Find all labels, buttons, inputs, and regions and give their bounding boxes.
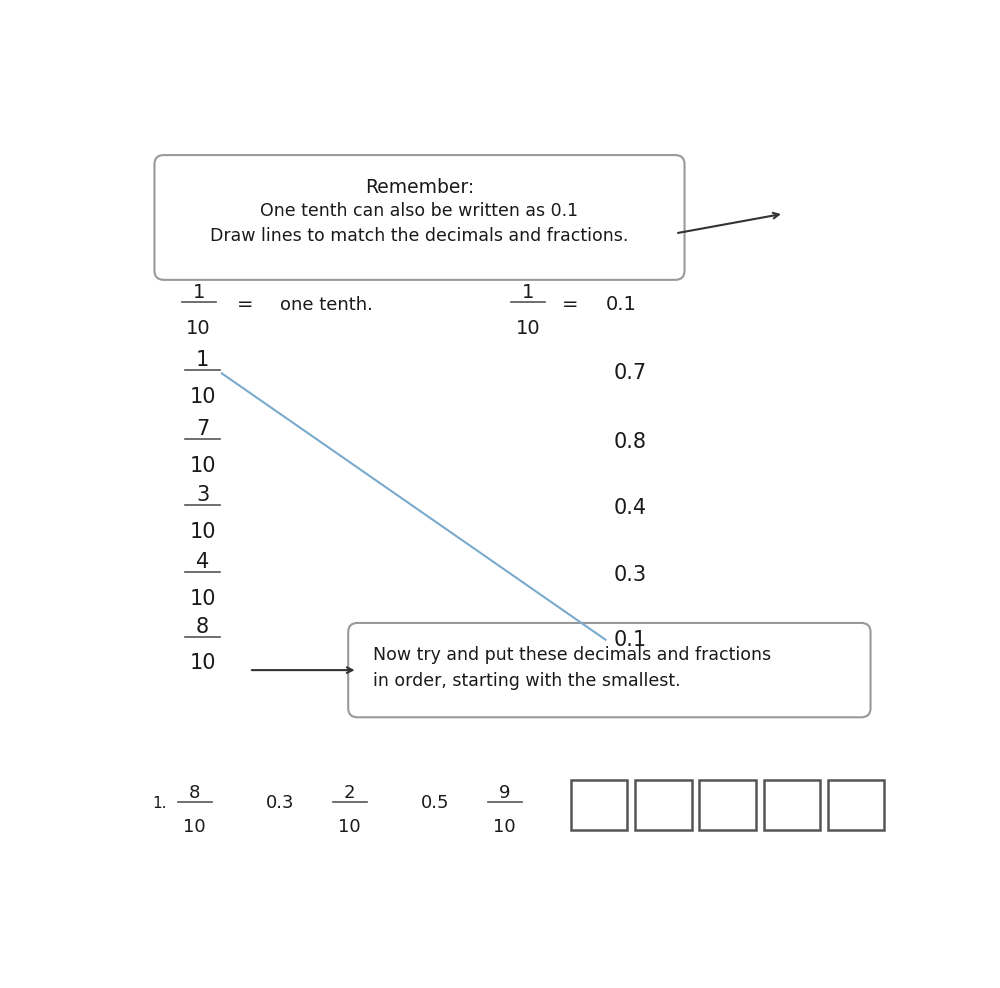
Text: 10: 10: [493, 818, 516, 837]
FancyBboxPatch shape: [764, 781, 820, 830]
Text: 3: 3: [196, 485, 209, 505]
Text: 0.8: 0.8: [613, 432, 646, 452]
Text: 10: 10: [189, 387, 216, 407]
Text: 0.5: 0.5: [421, 794, 449, 812]
Text: Remember:: Remember:: [365, 178, 474, 197]
Text: 10: 10: [186, 319, 211, 338]
FancyBboxPatch shape: [699, 781, 756, 830]
Text: 4: 4: [196, 552, 209, 572]
Text: 8: 8: [189, 783, 200, 801]
Text: 10: 10: [516, 319, 540, 338]
Text: 1: 1: [522, 283, 534, 302]
Text: 0.3: 0.3: [613, 565, 646, 585]
FancyBboxPatch shape: [154, 155, 685, 280]
Text: 10: 10: [183, 818, 206, 837]
Text: 10: 10: [189, 455, 216, 475]
Text: =: =: [562, 295, 579, 314]
FancyBboxPatch shape: [828, 781, 884, 830]
Text: 1: 1: [192, 283, 205, 302]
Text: 10: 10: [338, 818, 361, 837]
Text: Draw lines to match the decimals and fractions.: Draw lines to match the decimals and fra…: [210, 226, 629, 245]
Text: 0.7: 0.7: [613, 364, 646, 383]
Text: 10: 10: [189, 653, 216, 674]
Text: 7: 7: [196, 419, 209, 439]
FancyBboxPatch shape: [571, 781, 627, 830]
Text: Now try and put these decimals and fractions: Now try and put these decimals and fract…: [373, 646, 771, 664]
Text: 0.1: 0.1: [613, 629, 646, 650]
Text: in order, starting with the smallest.: in order, starting with the smallest.: [373, 672, 681, 690]
Text: 10: 10: [189, 522, 216, 541]
Text: 0.1: 0.1: [606, 295, 636, 314]
FancyBboxPatch shape: [348, 623, 871, 717]
FancyBboxPatch shape: [635, 781, 692, 830]
Text: 1.: 1.: [152, 795, 167, 811]
Text: 10: 10: [189, 589, 216, 609]
Text: 2: 2: [344, 783, 356, 801]
Text: 0.3: 0.3: [266, 794, 294, 812]
Text: =: =: [237, 295, 253, 314]
Text: 0.4: 0.4: [613, 498, 646, 518]
Text: 1: 1: [196, 351, 209, 370]
Text: one tenth.: one tenth.: [280, 296, 373, 314]
Text: 8: 8: [196, 617, 209, 636]
Text: One tenth can also be written as 0.1: One tenth can also be written as 0.1: [260, 203, 579, 220]
Text: 9: 9: [499, 783, 511, 801]
